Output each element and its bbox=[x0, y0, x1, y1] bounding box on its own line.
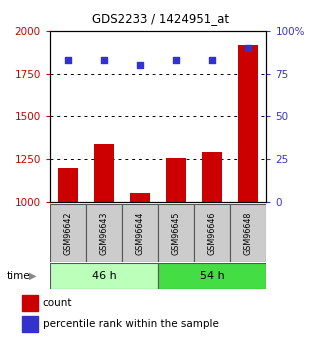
Bar bbox=[230, 204, 266, 262]
Bar bbox=[239, 45, 258, 202]
Point bbox=[174, 57, 179, 63]
Text: ▶: ▶ bbox=[29, 271, 36, 281]
Text: 46 h: 46 h bbox=[91, 271, 116, 281]
Point bbox=[65, 57, 70, 63]
Bar bbox=[86, 204, 122, 262]
Point bbox=[210, 57, 215, 63]
Bar bbox=[22, 295, 38, 311]
Bar bbox=[158, 204, 194, 262]
Text: GDS2233 / 1424951_at: GDS2233 / 1424951_at bbox=[92, 12, 229, 25]
Bar bbox=[194, 204, 230, 262]
Bar bbox=[158, 263, 266, 289]
Text: GSM96648: GSM96648 bbox=[244, 211, 253, 255]
Point bbox=[246, 45, 251, 51]
Bar bbox=[50, 204, 86, 262]
Text: GSM96644: GSM96644 bbox=[135, 211, 144, 255]
Text: time: time bbox=[6, 271, 30, 281]
Bar bbox=[22, 316, 38, 332]
Bar bbox=[50, 263, 158, 289]
Point bbox=[137, 62, 143, 68]
Bar bbox=[122, 204, 158, 262]
Bar bbox=[94, 144, 114, 202]
Bar bbox=[130, 193, 150, 202]
Text: GSM96646: GSM96646 bbox=[208, 211, 217, 255]
Text: GSM96643: GSM96643 bbox=[100, 211, 108, 255]
Text: GSM96645: GSM96645 bbox=[172, 211, 181, 255]
Bar bbox=[166, 158, 186, 202]
Text: 54 h: 54 h bbox=[200, 271, 225, 281]
Bar bbox=[202, 152, 222, 202]
Text: percentile rank within the sample: percentile rank within the sample bbox=[43, 319, 219, 329]
Text: count: count bbox=[43, 298, 72, 308]
Text: GSM96642: GSM96642 bbox=[63, 211, 72, 255]
Point bbox=[101, 57, 107, 63]
Bar bbox=[58, 168, 78, 202]
